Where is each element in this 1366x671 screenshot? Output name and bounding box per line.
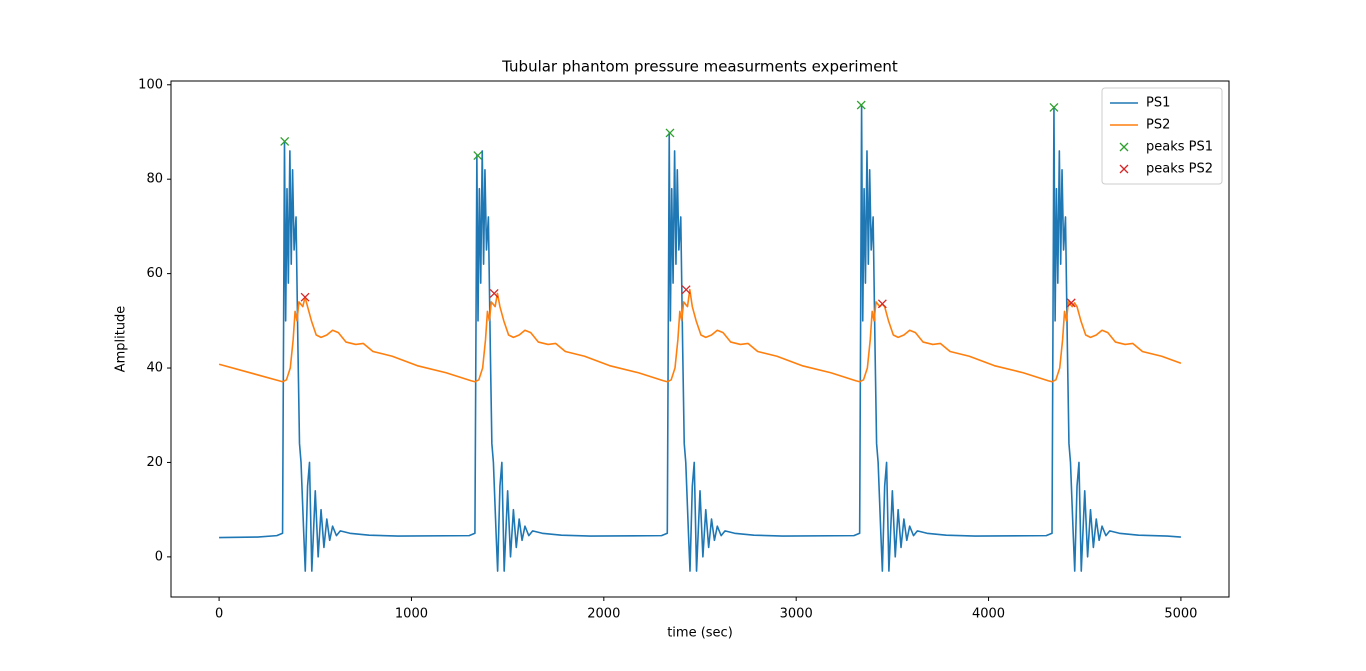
peak-marker [473,151,483,161]
y-tick-label: 20 [146,455,163,470]
y-tick-label: 60 [146,266,163,281]
y-tick-label: 80 [146,172,163,187]
peak-marker [280,136,290,146]
legend-label: PS2 [1146,118,1170,133]
x-tick-label: 4000 [972,607,1005,622]
series-line [219,104,1181,572]
legend-label: peaks PS2 [1146,162,1213,177]
series-line [218,288,1182,383]
peak-marker [300,292,310,302]
plot-frame [170,80,1230,598]
chart-title: Tubular phantom pressure measurments exp… [501,58,898,76]
x-axis-label: time (sec) [667,626,733,641]
x-tick-label: 3000 [780,607,813,622]
legend-label: peaks PS1 [1146,140,1213,155]
x-tick-label: 5000 [1164,607,1197,622]
x-tick-label: 2000 [587,607,620,622]
y-tick-label: 40 [146,361,163,376]
peak-marker [877,299,887,309]
y-tick-label: 0 [155,549,163,564]
peak-marker [665,128,675,138]
legend-swatch [1119,142,1129,152]
peak-marker [856,100,866,110]
peak-marker [681,285,691,295]
x-tick-label: 0 [215,607,223,622]
legend-box [1101,87,1223,185]
peak-marker [489,288,499,298]
peak-marker [1049,102,1059,112]
y-tick-label: 100 [138,77,163,92]
peak-marker [1066,298,1076,308]
x-tick-label: 1000 [395,607,428,622]
legend-label: PS1 [1146,96,1170,111]
y-axis-label: Amplitude [114,306,129,373]
legend-swatch [1119,164,1129,174]
